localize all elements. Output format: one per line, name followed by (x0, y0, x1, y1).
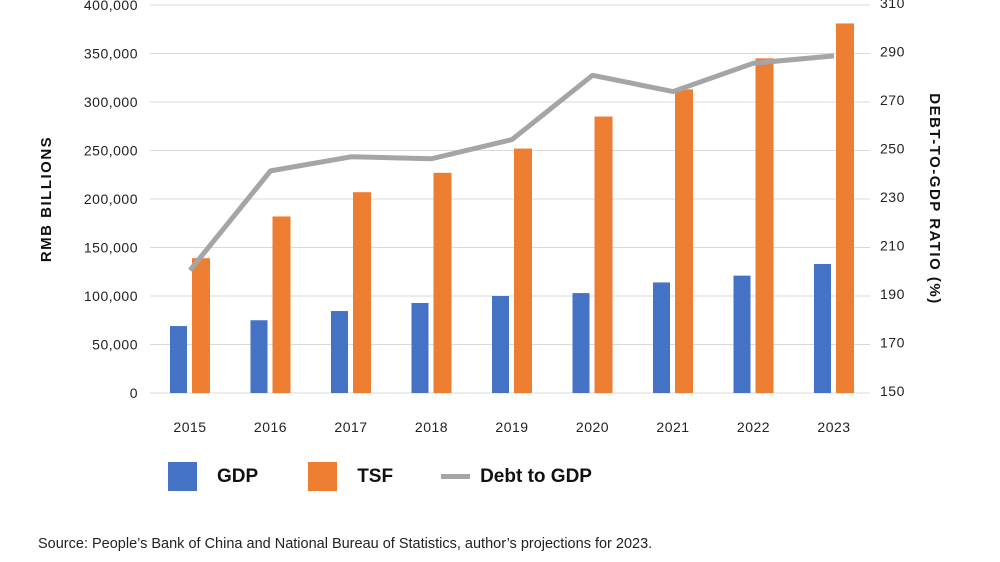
bar-tsf (755, 58, 774, 393)
bar-gdp (814, 263, 831, 393)
legend-label-gdp: GDP (217, 465, 259, 487)
y2-tick-label: 230 (880, 189, 905, 205)
y2-tick-label: 170 (880, 335, 905, 351)
y-tick-label: 200,000 (84, 191, 138, 207)
legend-label-debt: Debt to GDP (480, 465, 592, 487)
legend-swatch-debt (441, 474, 471, 479)
y-tick-label: 50,000 (92, 337, 138, 353)
y-tick-label: 0 (130, 385, 138, 401)
y-tick-label: 300,000 (84, 94, 138, 110)
y-tick-label: 100,000 (84, 288, 138, 304)
x-tick-label: 2022 (737, 419, 770, 435)
bar-tsf (836, 23, 854, 394)
y2-tick-label: 210 (880, 238, 905, 254)
y-tick-label: 400,000 (84, 0, 138, 13)
y2-tick-label: 190 (880, 286, 905, 302)
source-note: Source: People’s Bank of China and Natio… (38, 536, 653, 552)
x-tick-label: 2015 (173, 419, 206, 435)
x-tick-label: 2018 (415, 419, 448, 435)
y2-tick-label: 150 (880, 383, 905, 399)
bar-tsf (353, 192, 371, 393)
y-tick-label: 150,000 (84, 240, 138, 256)
x-tick-label: 2021 (656, 419, 689, 435)
bar-tsf (675, 89, 693, 393)
bar-gdp (250, 320, 268, 393)
chart: 0 50,000 100,000 150,000 200,000 250,000 300,0… (38, 0, 943, 435)
bar-gdp (411, 302, 429, 393)
x-tick-label: 2019 (495, 419, 528, 435)
x-tick-label: 2020 (576, 419, 609, 435)
y2-axis-label: DEBT-TO-GDP RATIO (%) (926, 93, 943, 305)
y2-tick-label: 310 (880, 0, 905, 11)
legend-label-tsf: TSF (357, 465, 394, 487)
x-tick-label: 2016 (254, 419, 287, 435)
bar-gdp (572, 293, 590, 393)
legend-swatch-gdp (168, 462, 197, 491)
y2-tick-label: 250 (880, 141, 905, 157)
bar-gdp (733, 275, 751, 393)
bar-tsf (192, 258, 210, 393)
y2-tick-label: 290 (880, 44, 905, 60)
bar-tsf (433, 172, 452, 393)
y-tick-label: 350,000 (84, 46, 138, 62)
bar-tsf (272, 216, 291, 393)
bar-gdp (492, 296, 509, 393)
bar-gdp (331, 311, 348, 393)
y-axis-label: RMB BILLIONS (38, 136, 55, 262)
y2-tick-label: 270 (880, 92, 905, 108)
bar-gdp (653, 282, 670, 393)
y-tick-label: 250,000 (84, 143, 138, 159)
legend-swatch-tsf (308, 462, 338, 491)
bar-tsf (514, 148, 532, 393)
x-tick-label: 2023 (817, 419, 850, 435)
bar-gdp (170, 326, 187, 393)
bar-tsf (594, 116, 613, 394)
x-tick-label: 2017 (334, 419, 367, 435)
legend: GDP TSF Debt to GDP (168, 462, 592, 491)
